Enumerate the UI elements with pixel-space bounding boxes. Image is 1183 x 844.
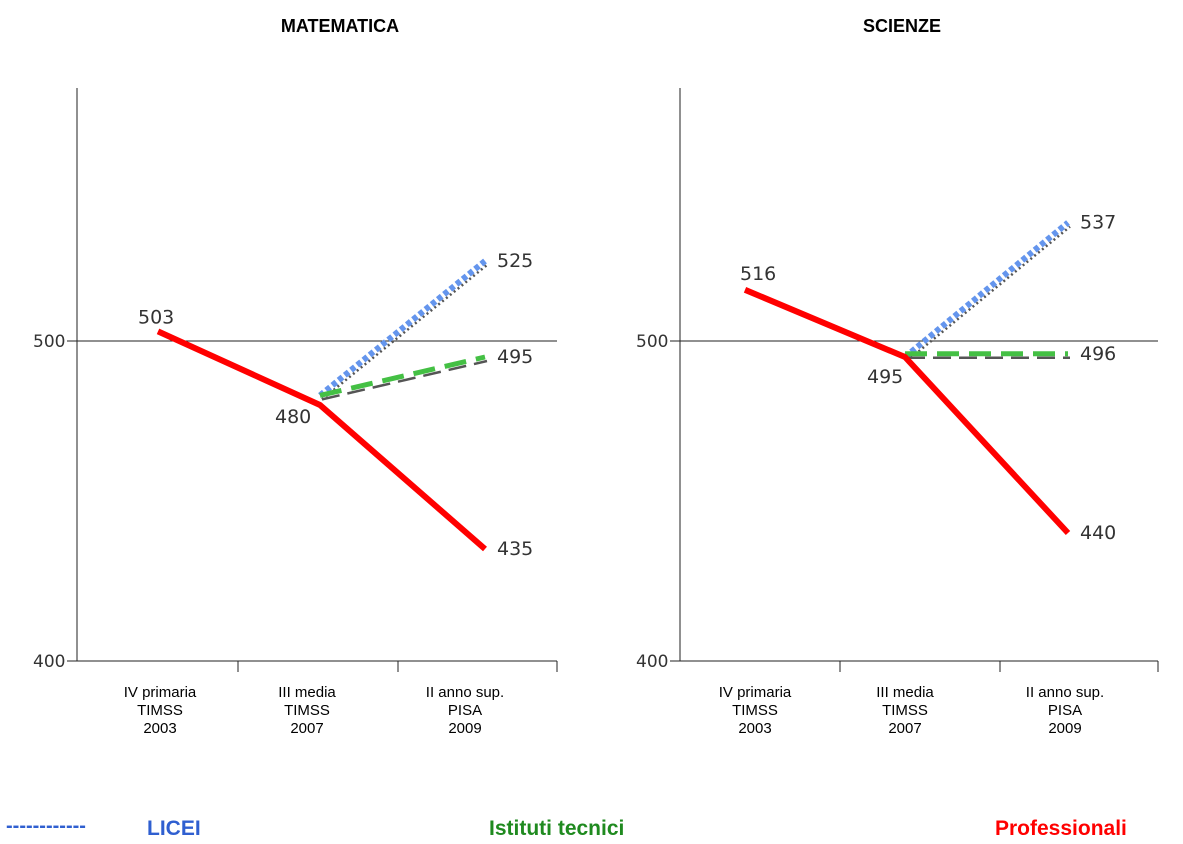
x-category-label-1: III media TIMSS 2007: [835, 684, 975, 738]
data-label-professionali-2: 435: [497, 538, 533, 560]
series-line-licei: [318, 258, 487, 398]
x-category-line: IV primaria: [123, 684, 197, 701]
legend-professionali: Professionali: [995, 817, 1127, 840]
data-label-licei-2: 537: [1080, 212, 1116, 234]
x-category-line: TIMSS: [284, 702, 330, 719]
x-category-line: TIMSS: [732, 702, 778, 719]
series-shadow-licei: [321, 264, 488, 401]
data-label-professionali-2: 440: [1080, 522, 1116, 544]
x-category-line: III media: [876, 684, 934, 701]
series-line-istituti-tecnici: [319, 354, 486, 398]
x-category-line: PISA: [1047, 702, 1083, 719]
series-shadow-istituti-tecnici: [321, 359, 488, 401]
x-category-label-0: IV primaria TIMSS 2003: [685, 684, 825, 738]
y-tick-label-500: 500: [636, 332, 668, 352]
x-category-label-1: III media TIMSS 2007: [237, 684, 377, 738]
x-category-label-2: II anno sup. PISA 2009: [395, 684, 535, 738]
chart-title-matematica: MATEMATICA: [280, 16, 400, 36]
data-label-professionali-0: 503: [138, 306, 174, 328]
x-category-line: PISA: [447, 702, 483, 719]
legend-istituti-tecnici: Istituti tecnici: [489, 817, 625, 840]
y-tick-label-400: 400: [636, 652, 668, 672]
x-category-label-0: IV primaria TIMSS 2003: [90, 684, 230, 738]
x-category-line: 2009: [448, 720, 482, 737]
x-category-line: TIMSS: [137, 702, 183, 719]
x-category-line: 2003: [143, 720, 177, 737]
chart-title-scienze: SCIENZE: [862, 16, 941, 36]
y-tick-label-500: 500: [33, 332, 65, 352]
x-category-line: 2007: [888, 720, 922, 737]
legend-licei: LICEI: [147, 817, 201, 840]
data-label-professionali-1: 495: [867, 366, 903, 388]
chart-matematica: 400 500 503 480 435 525 495: [33, 88, 558, 672]
data-label-istituti-tecnici-2: 496: [1080, 343, 1116, 365]
series-shadow-licei: [906, 225, 1071, 362]
x-category-line: 2003: [738, 720, 772, 737]
legend-dash-sample: ------------: [6, 815, 86, 837]
series-line-professionali: [743, 287, 1071, 536]
data-label-professionali-1: 480: [275, 406, 311, 428]
x-category-line: II anno sup.: [425, 684, 505, 701]
x-category-line: III media: [278, 684, 336, 701]
data-label-istituti-tecnici-2: 495: [497, 346, 533, 368]
y-tick-label-400: 400: [33, 652, 65, 672]
x-category-label-2: II anno sup. PISA 2009: [995, 684, 1135, 738]
x-category-line: TIMSS: [882, 702, 928, 719]
data-label-licei-2: 525: [497, 250, 533, 272]
x-category-line: 2009: [1048, 720, 1082, 737]
x-category-line: 2007: [290, 720, 324, 737]
data-label-professionali-0: 516: [740, 263, 776, 285]
series-line-licei: [903, 220, 1070, 360]
x-category-line: IV primaria: [718, 684, 792, 701]
x-category-line: II anno sup.: [1025, 684, 1105, 701]
